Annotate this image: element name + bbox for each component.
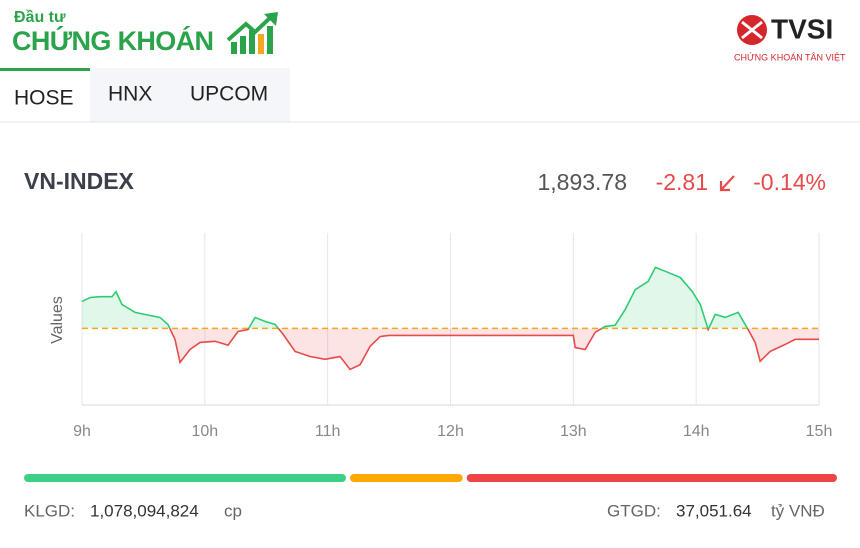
- index-value: 1,893.78: [537, 169, 627, 195]
- breadth-bar: [350, 474, 463, 482]
- x-tick-label: 15h: [806, 423, 833, 440]
- tab-indicator: [0, 68, 90, 71]
- tab[interactable]: HNX: [108, 83, 152, 106]
- index-name: VN-INDEX: [24, 168, 135, 194]
- breadth-bar: [466, 474, 837, 482]
- brand-icon: [737, 15, 767, 45]
- index-change-pct: -0.14%: [753, 169, 826, 195]
- x-tick-label: 12h: [437, 423, 464, 440]
- x-tick-label: 13h: [560, 423, 587, 440]
- logo-icon: [226, 12, 278, 54]
- breadth-bar: [24, 474, 346, 482]
- brand: TVSI: [771, 13, 833, 44]
- volume-label: KLGD:: [24, 501, 75, 520]
- tab-active-bg: [0, 68, 90, 128]
- value-label: GTGD:: [607, 501, 661, 520]
- tab[interactable]: UPCOM: [190, 83, 268, 106]
- trade-value: 37,051.64: [676, 501, 752, 520]
- price-line: [81, 266, 819, 371]
- volume: 1,078,094,824: [90, 501, 199, 520]
- value-unit: tỷ VNĐ: [771, 501, 825, 520]
- x-tick-label: 11h: [315, 423, 341, 440]
- y-axis-label: Values: [49, 296, 66, 344]
- logo-small: Đầu tư: [14, 9, 66, 26]
- index-change: -2.81: [656, 169, 708, 195]
- down-arrow: [719, 175, 735, 192]
- x-tick-label: 9h: [73, 423, 91, 440]
- x-tick-label: 10h: [191, 423, 218, 440]
- area-fill: [82, 267, 819, 370]
- tab[interactable]: HOSE: [14, 87, 74, 110]
- x-tick-label: 14h: [683, 423, 710, 440]
- brand-sub: CHỨNG KHOÁN TÂN VIỆT: [734, 52, 846, 62]
- volume-unit: cp: [224, 501, 242, 520]
- logo-big: CHỨNG KHOÁN: [12, 25, 214, 56]
